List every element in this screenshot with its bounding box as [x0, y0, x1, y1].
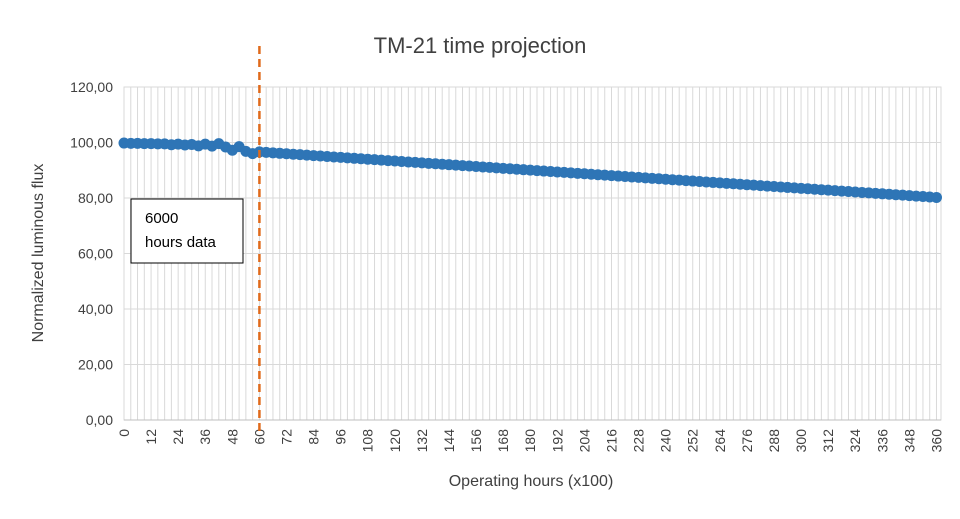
axis-layer: 0,00 20,00 40,00 60,00 80,00 100,00 120,00 0 12 2…	[70, 79, 944, 452]
x-tick-label: 276	[739, 429, 755, 453]
annotation-box-frame	[130, 198, 244, 264]
x-tick-label: 288	[766, 429, 782, 453]
annotation-box: 6000 hours data	[130, 198, 244, 264]
x-tick-label: 0	[116, 429, 132, 437]
y-tick-label: 20,00	[78, 357, 113, 373]
data-point	[930, 191, 942, 203]
x-tick-label: 300	[793, 429, 809, 453]
x-tick-label: 12	[143, 429, 159, 445]
y-tick-label: 40,00	[78, 301, 113, 317]
x-axis-title: Operating hours (x100)	[449, 473, 614, 490]
y-axis-title: Normalized luminous flux	[30, 164, 47, 343]
x-tick-label: 132	[414, 429, 430, 453]
x-tick-label: 96	[333, 429, 349, 445]
x-tick-label: 264	[712, 429, 728, 453]
x-tick-label: 84	[306, 429, 322, 445]
y-tick-label: 0,00	[86, 412, 113, 428]
x-tick-label: 180	[522, 429, 538, 453]
x-tick-label: 60	[251, 429, 267, 445]
x-tick-label: 360	[928, 429, 944, 453]
x-tick-label: 216	[603, 429, 619, 453]
y-tick-label: 80,00	[78, 190, 113, 206]
x-tick-label: 228	[631, 429, 647, 453]
x-tick-label: 36	[197, 429, 213, 445]
x-tick-label: 108	[360, 429, 376, 453]
x-tick-label: 72	[278, 429, 294, 445]
x-tick-label: 348	[901, 429, 917, 453]
x-tick-label: 204	[576, 429, 592, 453]
x-tick-label: 168	[495, 429, 511, 453]
data-layer	[118, 137, 942, 203]
x-tick-label: 24	[170, 429, 186, 445]
annotation-line-1: 6000	[145, 210, 178, 227]
x-tick-label: 324	[847, 429, 863, 453]
x-tick-label: 192	[549, 429, 565, 453]
x-tick-label: 240	[658, 429, 674, 453]
x-tick-label: 48	[224, 429, 240, 445]
y-tick-label: 60,00	[78, 246, 113, 262]
x-tick-label: 312	[820, 429, 836, 453]
grid-layer	[123, 86, 942, 421]
x-tick-label: 156	[468, 429, 484, 453]
y-tick-label: 100,00	[70, 135, 113, 151]
x-tick-label: 120	[387, 429, 403, 453]
chart-title: TM-21 time projection	[374, 33, 587, 58]
annotation-line-2: hours data	[145, 234, 217, 251]
x-tick-label: 252	[685, 429, 701, 453]
x-tick-label: 336	[874, 429, 890, 453]
y-tick-label: 120,00	[70, 79, 113, 95]
x-tick-label: 144	[441, 429, 457, 453]
